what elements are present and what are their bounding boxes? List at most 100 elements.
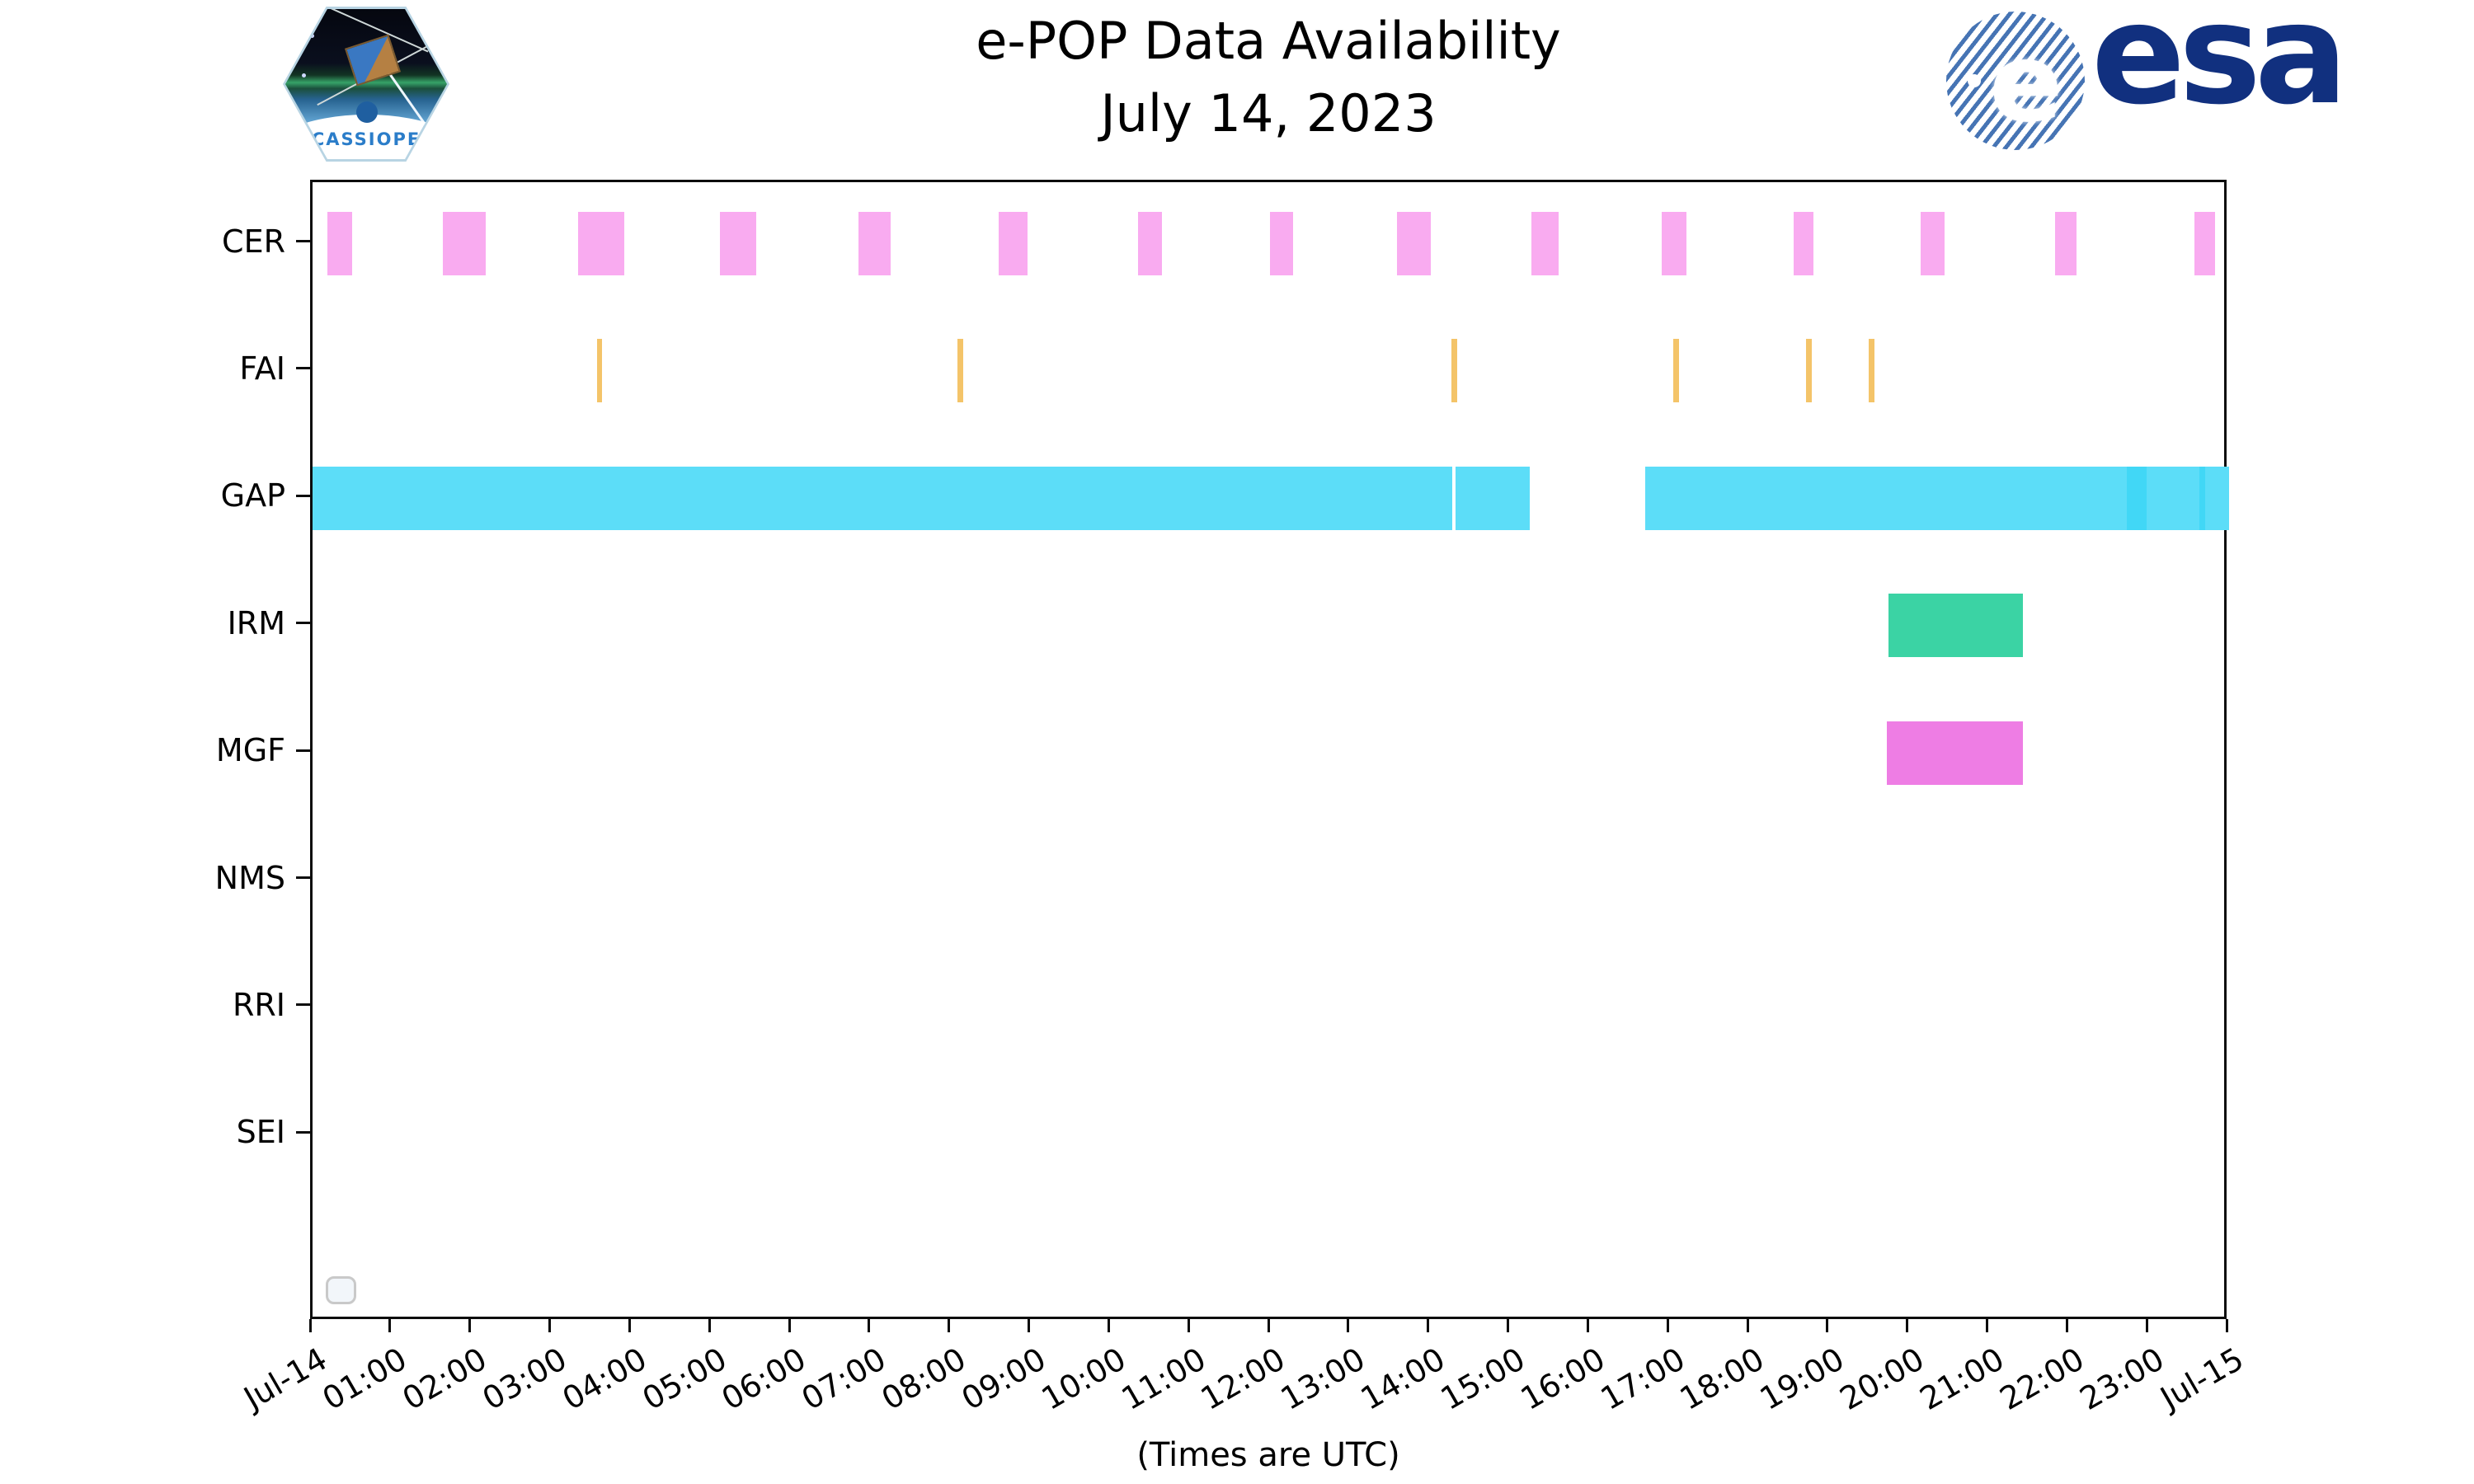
x-axis-tick: [868, 1319, 871, 1332]
availability-bar-FAI: [596, 339, 603, 403]
y-axis-label-MGF: MGF: [215, 732, 285, 769]
x-axis-tick-label: 07:00: [795, 1341, 892, 1417]
y-axis-tick: [296, 367, 310, 370]
availability-bar-FAI: [1805, 339, 1812, 403]
x-axis-tick: [2225, 1319, 2228, 1332]
chart-title-block: e-POP Data Availability July 14, 2023: [310, 5, 2227, 150]
esa-globe-icon: e: [1946, 12, 2085, 150]
availability-bar-GAP: [1455, 466, 1530, 530]
availability-bar-FAI: [1869, 339, 1875, 403]
chart-subtitle: July 14, 2023: [1100, 83, 1437, 143]
x-axis-tick-label: 02:00: [396, 1341, 493, 1417]
x-axis-tick-label: 03:00: [476, 1341, 573, 1417]
y-axis-tick: [296, 1003, 310, 1007]
x-axis-tick: [388, 1319, 392, 1332]
availability-bar-CER: [442, 212, 487, 275]
esa-logo-icon: e esa: [1946, 0, 2348, 162]
availability-bar-CER: [998, 212, 1028, 275]
y-axis-label-GAP: GAP: [220, 477, 285, 514]
x-axis-tick: [308, 1319, 312, 1332]
availability-bar-CER: [1138, 212, 1163, 275]
y-axis-label-FAI: FAI: [239, 350, 285, 387]
x-axis-label: (Times are UTC): [1136, 1436, 1400, 1474]
y-axis-tick: [296, 1130, 310, 1134]
availability-bar-CER: [858, 212, 891, 275]
y-axis-label-IRM: IRM: [227, 604, 285, 641]
x-axis-tick-label: 05:00: [636, 1341, 733, 1417]
plot-area: [310, 180, 2229, 1319]
legend-box: [326, 1276, 356, 1304]
x-axis-tick: [1666, 1319, 1669, 1332]
availability-bar-CER: [1794, 212, 1814, 275]
y-axis-label-SEI: SEI: [236, 1114, 285, 1151]
x-axis-tick: [788, 1319, 791, 1332]
x-axis-tick-label: 22:00: [1993, 1341, 2091, 1417]
y-axis-tick: [296, 240, 310, 242]
x-axis-tick: [1347, 1319, 1350, 1332]
x-axis-tick: [708, 1319, 711, 1332]
esa-wordmark: esa: [2091, 0, 2348, 135]
x-axis-tick-label: Jul-15: [2154, 1341, 2250, 1417]
esa-globe-dot: [1968, 74, 1981, 87]
availability-bar-MGF: [1886, 721, 2024, 785]
esa-globe-e: e: [1989, 20, 2063, 147]
x-axis-tick-label: Jul-14: [238, 1341, 333, 1417]
x-axis-tick-label: 14:00: [1354, 1341, 1451, 1417]
availability-bar-CER: [719, 212, 757, 275]
x-axis-tick: [1267, 1319, 1270, 1332]
availability-bar-CER: [1396, 212, 1431, 275]
x-axis-tick: [548, 1319, 551, 1332]
availability-bar-CER: [1270, 212, 1294, 275]
x-axis-tick: [1028, 1319, 1030, 1332]
availability-bar-overlay-GAP: [2127, 466, 2147, 530]
x-axis-tick-label: 13:00: [1274, 1341, 1371, 1417]
availability-bar-GAP: [313, 466, 1452, 530]
x-axis-tick-label: 09:00: [955, 1341, 1052, 1417]
y-axis-tick: [296, 749, 310, 752]
x-axis-tick-label: 04:00: [556, 1341, 653, 1417]
x-axis-tick-label: 20:00: [1833, 1341, 1931, 1417]
x-axis-tick-label: 01:00: [316, 1341, 413, 1417]
x-axis-tick-label: 06:00: [716, 1341, 812, 1417]
x-axis-tick: [1427, 1319, 1430, 1332]
y-axis-tick: [296, 622, 310, 625]
x-axis-tick: [1507, 1319, 1509, 1332]
availability-bar-CER: [327, 212, 353, 275]
x-axis-tick-label: 17:00: [1594, 1341, 1691, 1417]
x-axis-tick: [468, 1319, 472, 1332]
y-axis-label-RRI: RRI: [232, 986, 285, 1023]
x-axis-tick-label: 15:00: [1434, 1341, 1531, 1417]
availability-bar-CER: [578, 212, 624, 275]
x-axis-tick: [1906, 1319, 1909, 1332]
chart-title: e-POP Data Availability: [976, 11, 1561, 71]
x-axis-tick-label: 21:00: [1913, 1341, 2011, 1417]
x-axis-tick: [1746, 1319, 1749, 1332]
y-axis-tick: [296, 876, 310, 879]
x-axis-tick-label: 10:00: [1035, 1341, 1132, 1417]
x-axis-tick-label: 08:00: [875, 1341, 972, 1417]
x-axis-tick: [948, 1319, 951, 1332]
x-axis-tick: [1986, 1319, 1988, 1332]
availability-bar-IRM: [1888, 594, 2024, 658]
availability-bar-FAI: [957, 339, 964, 403]
availability-bar-CER: [1921, 212, 1945, 275]
agency-crest-icon: [356, 101, 378, 123]
x-axis-tick: [2145, 1319, 2148, 1332]
x-axis-tick: [2065, 1319, 2068, 1332]
availability-bar-FAI: [1673, 339, 1679, 403]
x-axis-tick-label: 23:00: [2073, 1341, 2171, 1417]
availability-bar-CER: [1531, 212, 1559, 275]
y-axis-label-CER: CER: [222, 223, 285, 260]
availability-bar-CER: [2194, 212, 2215, 275]
y-axis-tick: [296, 494, 310, 497]
x-axis-tick-label: 16:00: [1514, 1341, 1611, 1417]
x-axis-tick: [1187, 1319, 1190, 1332]
star-dot-icon: [302, 73, 306, 77]
availability-bar-CER: [1662, 212, 1686, 275]
x-axis-tick: [1586, 1319, 1589, 1332]
x-axis-tick-label: 11:00: [1115, 1341, 1212, 1417]
availability-bar-overlay-GAP: [2199, 466, 2205, 530]
availability-bar-FAI: [1451, 339, 1457, 403]
x-axis-tick-label: 19:00: [1753, 1341, 1851, 1417]
